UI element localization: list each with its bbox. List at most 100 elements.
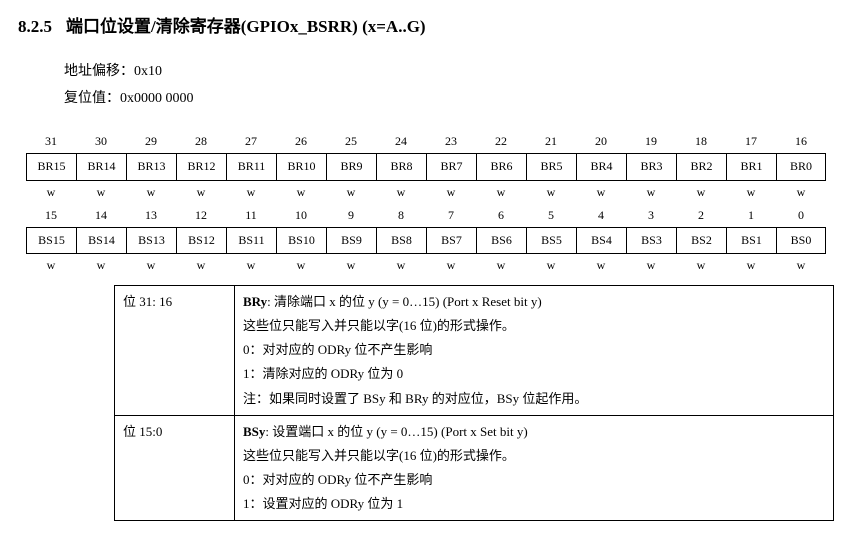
bit-cell: BR6 [476, 153, 526, 180]
bit-cell: w [626, 254, 676, 277]
bit-rw-low: wwwwwwwwwwwwwwww [26, 254, 850, 277]
reset-value-value: 0x0000 0000 [120, 91, 194, 106]
bit-cell: BS6 [476, 227, 526, 254]
bit-cell: w [376, 254, 426, 277]
bit-cell: w [76, 181, 126, 204]
bit-cell: 22 [476, 130, 526, 153]
bit-cell: BR2 [676, 153, 726, 180]
field-summary: : 设置端口 x 的位 y (y = 0…15) (Port x Set bit… [265, 424, 527, 439]
description-line: 1：设置对应的 ODRy 位为 1 [243, 492, 825, 516]
bit-cell: BR11 [226, 153, 276, 180]
bit-cell: BS1 [726, 227, 776, 254]
bit-cell: w [126, 254, 176, 277]
bit-cell: BR12 [176, 153, 226, 180]
field-summary: : 清除端口 x 的位 y (y = 0…15) (Port x Reset b… [267, 294, 542, 309]
bits-description: BSy: 设置端口 x 的位 y (y = 0…15) (Port x Set … [235, 415, 834, 520]
bit-cell: 11 [226, 204, 276, 227]
bit-cell: 17 [726, 130, 776, 153]
description-line: 1：清除对应的 ODRy 位为 0 [243, 362, 825, 386]
bit-cell: BS12 [176, 227, 226, 254]
bit-cell: w [276, 181, 326, 204]
bit-cell: 19 [626, 130, 676, 153]
bits-range: 位 31: 16 [115, 286, 235, 415]
description-line: 0：对对应的 ODRy 位不产生影响 [243, 468, 825, 492]
bit-cell: 30 [76, 130, 126, 153]
table-row: 位 31: 16BRy: 清除端口 x 的位 y (y = 0…15) (Por… [115, 286, 834, 415]
field-name: BRy [243, 294, 267, 309]
bit-cell: w [326, 181, 376, 204]
bit-cell: 5 [526, 204, 576, 227]
bit-cell: 3 [626, 204, 676, 227]
bit-cell: w [226, 181, 276, 204]
bit-cell: w [776, 181, 826, 204]
bit-cell: w [176, 254, 226, 277]
bit-cell: 1 [726, 204, 776, 227]
bit-cell: 7 [426, 204, 476, 227]
bit-cell: 9 [326, 204, 376, 227]
address-offset-line: 地址偏移：0x10 [64, 59, 850, 86]
bit-cell: w [676, 254, 726, 277]
bit-cell: BS13 [126, 227, 176, 254]
bit-cell: 16 [776, 130, 826, 153]
bit-cell: w [226, 254, 276, 277]
bits-range: 位 15:0 [115, 415, 235, 520]
bit-cell: w [526, 181, 576, 204]
section-number: 8.2.5 [18, 17, 52, 36]
bits-description: BRy: 清除端口 x 的位 y (y = 0…15) (Port x Rese… [235, 286, 834, 415]
bit-cell: w [726, 254, 776, 277]
bit-cell: w [26, 181, 76, 204]
bit-cell: w [376, 181, 426, 204]
bit-cell: BS5 [526, 227, 576, 254]
bit-cell: w [76, 254, 126, 277]
bit-cell: w [476, 254, 526, 277]
bit-cell: BR1 [726, 153, 776, 180]
bit-cell: 29 [126, 130, 176, 153]
address-offset-value: 0x10 [134, 64, 162, 79]
bit-rw-high: wwwwwwwwwwwwwwww [26, 181, 850, 204]
bit-cell: 13 [126, 204, 176, 227]
bit-cell: BS14 [76, 227, 126, 254]
bit-numbers-high: 31302928272625242322212019181716 [26, 130, 850, 153]
bit-cell: w [476, 181, 526, 204]
bit-cell: BR0 [776, 153, 826, 180]
bit-cell: w [426, 181, 476, 204]
bit-cell: BS0 [776, 227, 826, 254]
bit-cell: BR8 [376, 153, 426, 180]
bit-cell: BS8 [376, 227, 426, 254]
bit-cell: w [426, 254, 476, 277]
section-title: 端口位设置/清除寄存器(GPIOx_BSRR) (x=A..G) [66, 17, 426, 36]
bit-cell: 18 [676, 130, 726, 153]
bit-cell: 23 [426, 130, 476, 153]
bit-cell: BR14 [76, 153, 126, 180]
bit-cell: w [526, 254, 576, 277]
bit-cell: 15 [26, 204, 76, 227]
bit-cell: w [576, 254, 626, 277]
description-line: 0：对对应的 ODRy 位不产生影响 [243, 338, 825, 362]
bit-cell: 12 [176, 204, 226, 227]
bit-cell: BS15 [26, 227, 76, 254]
field-name: BSy [243, 424, 265, 439]
table-row: 位 15:0BSy: 设置端口 x 的位 y (y = 0…15) (Port … [115, 415, 834, 520]
bit-cell: 21 [526, 130, 576, 153]
bit-cell: BS11 [226, 227, 276, 254]
description-line: 这些位只能写入并只能以字(16 位)的形式操作。 [243, 444, 825, 468]
bit-cell: 31 [26, 130, 76, 153]
bit-cell: 26 [276, 130, 326, 153]
bit-cell: BR5 [526, 153, 576, 180]
bit-cell: 2 [676, 204, 726, 227]
bit-names-low: BS15BS14BS13BS12BS11BS10BS9BS8BS7BS6BS5B… [26, 227, 850, 254]
bit-cell: w [26, 254, 76, 277]
reset-value-label: 复位值： [64, 91, 120, 106]
bit-cell: 0 [776, 204, 826, 227]
section-heading: 8.2.5 端口位设置/清除寄存器(GPIOx_BSRR) (x=A..G) [18, 12, 850, 37]
description-line: 这些位只能写入并只能以字(16 位)的形式操作。 [243, 314, 825, 338]
bit-numbers-low: 1514131211109876543210 [26, 204, 850, 227]
bit-cell: w [126, 181, 176, 204]
bit-cell: 10 [276, 204, 326, 227]
reset-value-line: 复位值：0x0000 0000 [64, 86, 850, 113]
bit-names-high: BR15BR14BR13BR12BR11BR10BR9BR8BR7BR6BR5B… [26, 153, 850, 180]
bit-cell: BR15 [26, 153, 76, 180]
bit-cell: 6 [476, 204, 526, 227]
bit-cell: w [726, 181, 776, 204]
bit-cell: 4 [576, 204, 626, 227]
